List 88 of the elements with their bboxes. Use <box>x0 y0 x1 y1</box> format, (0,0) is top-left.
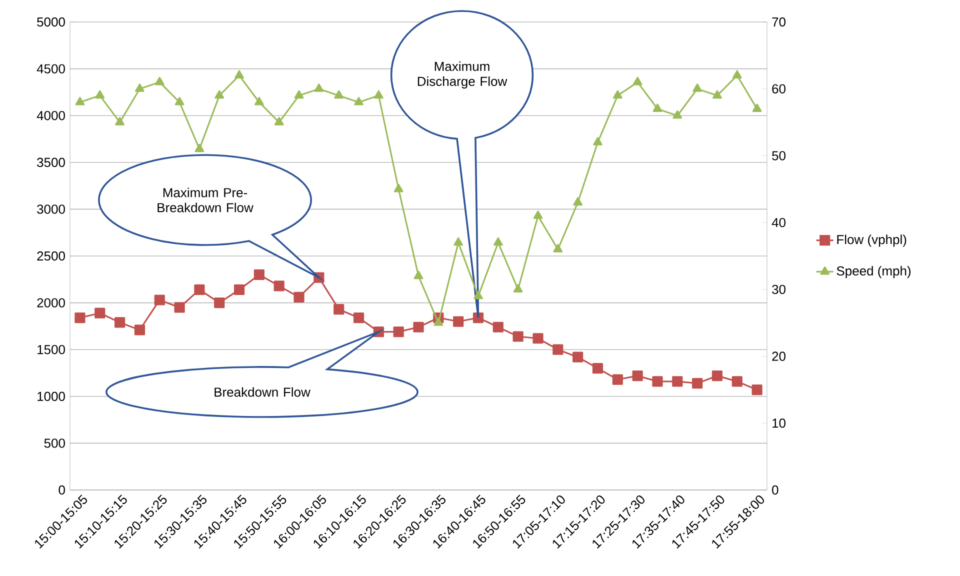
point <box>692 378 703 389</box>
point <box>572 352 584 362</box>
point <box>493 237 503 246</box>
point <box>214 90 224 99</box>
point <box>492 322 504 332</box>
point <box>612 374 623 385</box>
y2-tick-label: 70 <box>772 17 786 27</box>
point <box>354 96 364 106</box>
point <box>632 370 643 382</box>
legend-label: Flow (vphpl) <box>837 234 906 247</box>
point <box>115 116 124 126</box>
point <box>612 90 622 99</box>
point <box>334 304 344 315</box>
point <box>593 137 602 146</box>
point <box>294 292 304 302</box>
point <box>254 96 264 106</box>
point <box>453 316 464 327</box>
point <box>114 317 126 328</box>
point <box>394 184 404 192</box>
point <box>652 104 662 112</box>
y-tick-label: 3000 <box>37 204 65 214</box>
legend-label: Speed (mph) <box>836 266 911 278</box>
y-tick-label: 5000 <box>37 17 65 27</box>
point <box>174 96 184 106</box>
y-tick-label: 2500 <box>37 251 65 261</box>
point <box>154 294 165 306</box>
point <box>134 324 146 336</box>
point <box>712 370 723 382</box>
y-tick-label: 4500 <box>36 64 65 74</box>
point <box>214 298 225 308</box>
point <box>434 318 444 326</box>
y-tick-label: 1500 <box>38 344 65 354</box>
point <box>414 270 424 280</box>
y2-tick-label: 40 <box>772 218 786 228</box>
point <box>94 308 106 318</box>
point <box>194 144 204 152</box>
y-tick-label: 4000 <box>36 110 65 120</box>
y-tick-label: 1000 <box>38 392 65 401</box>
point <box>314 84 324 92</box>
y2-tick-label: 10 <box>772 418 786 428</box>
point <box>533 210 543 219</box>
point <box>573 197 583 206</box>
y2-tick-label: 60 <box>772 84 786 94</box>
point <box>474 290 483 300</box>
point <box>393 326 404 338</box>
point <box>692 84 702 92</box>
point <box>752 384 762 396</box>
y2-tick-label: 50 <box>772 151 786 160</box>
y-tick-label: 2000 <box>37 298 65 308</box>
point <box>413 322 424 332</box>
point <box>672 376 683 387</box>
point <box>274 280 284 292</box>
point <box>334 90 344 99</box>
point <box>274 116 284 126</box>
y-tick-label: 0 <box>58 485 65 495</box>
point <box>294 90 304 99</box>
point <box>732 70 742 79</box>
point <box>512 331 524 342</box>
point <box>374 90 384 99</box>
point <box>353 312 364 324</box>
point <box>632 76 642 86</box>
point <box>75 96 85 106</box>
point <box>95 90 105 99</box>
point <box>74 312 86 324</box>
y2-tick-label: 30 <box>772 284 786 294</box>
y-tick-label: 3500 <box>37 158 65 167</box>
point <box>174 302 185 313</box>
point <box>552 344 564 355</box>
y-tick-label: 500 <box>44 438 65 448</box>
point <box>194 284 205 295</box>
point <box>513 284 523 292</box>
point <box>592 363 604 374</box>
point <box>135 84 144 92</box>
point <box>454 237 464 246</box>
point <box>532 333 544 344</box>
point <box>553 244 563 252</box>
point <box>732 376 742 387</box>
point <box>652 376 663 387</box>
point <box>712 90 722 99</box>
annotation: Maximum Discharge Flow <box>418 61 508 89</box>
point <box>672 110 682 119</box>
annotation: Breakdown Flow <box>214 387 310 397</box>
point <box>752 104 762 112</box>
y2-tick-label: 20 <box>772 352 786 361</box>
point <box>234 70 244 79</box>
point <box>154 76 164 86</box>
y2-tick-label: 0 <box>772 485 778 495</box>
point <box>234 284 245 295</box>
